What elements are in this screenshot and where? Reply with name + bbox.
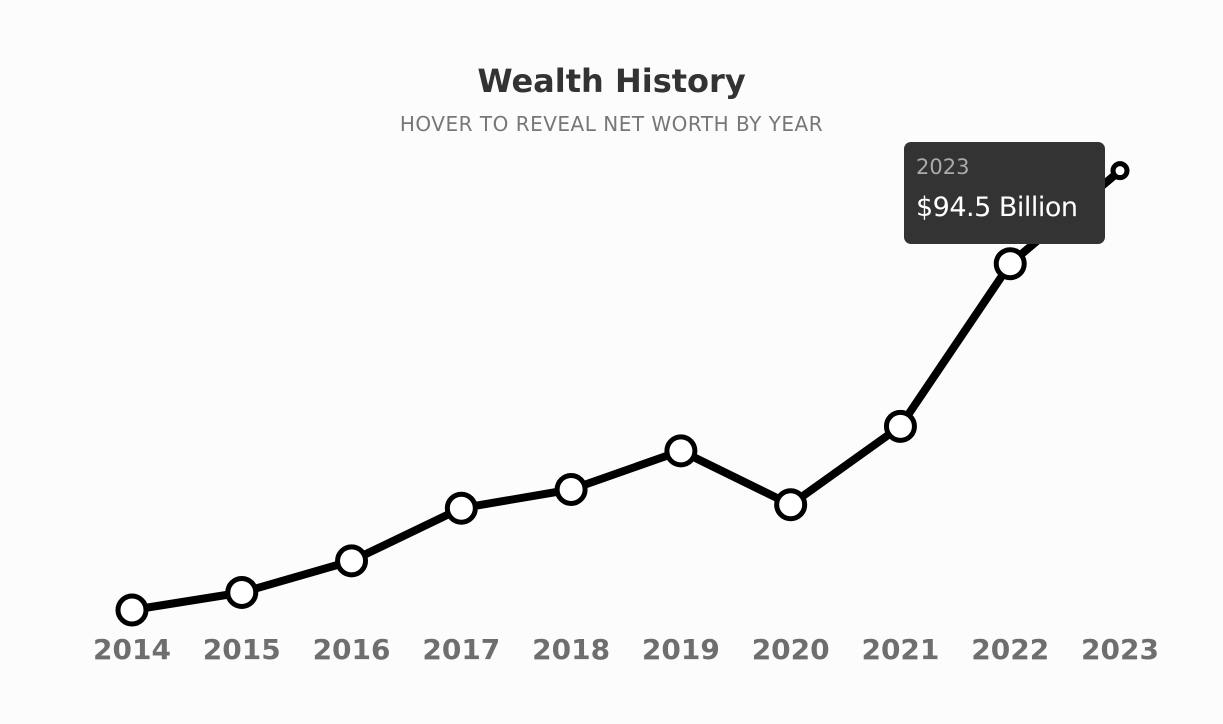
data-point-2023[interactable] bbox=[1110, 161, 1130, 181]
x-tick-label-2016: 2016 bbox=[313, 633, 391, 666]
chart-subtitle: HOVER TO REVEAL NET WORTH BY YEAR bbox=[399, 112, 824, 136]
tooltip-year: 2023 bbox=[916, 155, 970, 179]
data-point-2016[interactable] bbox=[335, 544, 369, 578]
data-point-2021[interactable] bbox=[883, 409, 917, 443]
tooltip: 2023 $94.5 Billion bbox=[904, 142, 1105, 244]
data-point-2022[interactable] bbox=[993, 247, 1027, 281]
data-point-2015[interactable] bbox=[225, 575, 259, 609]
tooltip-value: $94.5 Billion bbox=[916, 192, 1078, 223]
data-point-2014[interactable] bbox=[115, 593, 149, 627]
x-tick-label-2020: 2020 bbox=[752, 633, 830, 666]
x-tick-label-2017: 2017 bbox=[422, 633, 500, 666]
data-point-2020[interactable] bbox=[774, 488, 808, 522]
x-tick-label-2019: 2019 bbox=[642, 633, 720, 666]
data-point-2019[interactable] bbox=[664, 434, 698, 468]
x-tick-label-2015: 2015 bbox=[203, 633, 281, 666]
data-point-2018[interactable] bbox=[554, 473, 588, 506]
x-tick-label-2014: 2014 bbox=[93, 633, 171, 666]
x-tick-label-2018: 2018 bbox=[532, 633, 610, 666]
x-axis-ticks: 2014 2015 2016 2017 2018 2019 2020 2021 2022 2023 bbox=[93, 633, 1159, 666]
x-tick-label-2021: 2021 bbox=[861, 633, 939, 666]
point-layer bbox=[115, 161, 1130, 627]
data-point-2017[interactable] bbox=[444, 491, 478, 525]
series-line bbox=[128, 166, 1124, 614]
x-tick-label-2023: 2023 bbox=[1081, 633, 1159, 666]
chart-title: Wealth History bbox=[477, 62, 746, 100]
line-layer bbox=[128, 166, 1124, 614]
x-tick-label-2022: 2022 bbox=[971, 633, 1049, 666]
